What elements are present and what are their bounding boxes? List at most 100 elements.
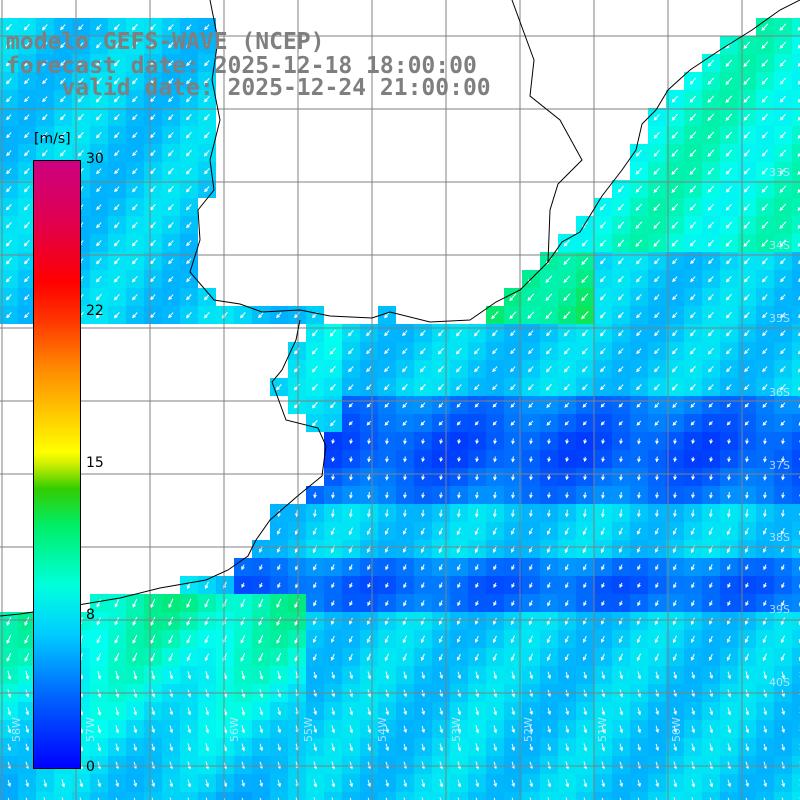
wind-speed-cell — [342, 792, 360, 800]
wind-arrow — [691, 438, 695, 445]
wind-arrow — [149, 23, 156, 31]
wind-arrow — [367, 474, 371, 481]
wind-arrow — [619, 474, 623, 481]
wind-arrow — [545, 311, 553, 320]
wind-arrow — [725, 131, 733, 139]
wind-arrow — [6, 186, 12, 193]
wind-arrow — [419, 383, 426, 391]
wind-arrow — [655, 707, 660, 716]
wind-arrow — [529, 509, 533, 518]
wind-arrow — [761, 77, 769, 85]
wind-arrow — [779, 203, 787, 211]
wind-arrow — [349, 474, 353, 481]
wind-speed-cell — [792, 792, 800, 800]
wind-arrow — [258, 312, 264, 319]
wind-arrow — [204, 186, 210, 193]
wind-arrow — [617, 275, 624, 283]
wind-arrow — [511, 582, 515, 589]
wind-arrow — [511, 492, 515, 499]
wind-arrow — [5, 257, 12, 265]
wind-arrow — [24, 78, 30, 85]
wind-arrow — [259, 743, 264, 752]
wind-arrow — [600, 527, 605, 536]
wind-arrow — [169, 671, 174, 680]
wind-arrow — [672, 635, 677, 644]
wind-arrow — [709, 456, 713, 463]
wind-arrow — [600, 617, 605, 625]
wind-arrow — [691, 761, 696, 770]
wind-arrow — [7, 779, 12, 788]
wind-arrow — [403, 564, 407, 571]
wind-arrow — [367, 671, 372, 680]
wind-arrow — [708, 420, 713, 426]
wind-arrow — [691, 474, 695, 481]
wind-arrow — [439, 474, 443, 481]
wind-arrow — [763, 707, 768, 716]
wind-arrow — [475, 761, 480, 770]
wind-arrow — [545, 383, 552, 391]
wind-arrow — [6, 150, 12, 157]
wind-arrow — [691, 600, 695, 607]
wind-arrow — [258, 652, 264, 662]
wind-arrow — [763, 743, 768, 752]
wind-arrow — [709, 474, 713, 481]
wind-arrow — [95, 113, 102, 121]
wind-arrow — [492, 653, 497, 662]
wind-arrow — [725, 77, 733, 85]
wind-arrow — [636, 294, 642, 301]
wind-arrow — [671, 131, 679, 139]
wind-arrow — [168, 312, 174, 319]
wind-arrow — [708, 509, 713, 518]
wind-arrow — [349, 707, 354, 716]
wind-arrow — [493, 564, 497, 571]
wind-arrow — [779, 41, 787, 49]
wind-arrow — [187, 707, 192, 716]
wind-speed-cell — [720, 792, 738, 800]
wind-arrow — [185, 312, 192, 319]
wind-arrow — [689, 113, 697, 121]
wind-arrow — [150, 132, 156, 139]
wind-speed-cell — [666, 792, 684, 800]
wind-arrow — [403, 743, 408, 752]
wind-speed-cell — [792, 162, 800, 180]
wind-arrow — [313, 509, 317, 518]
wind-arrow — [25, 725, 30, 734]
wind-arrow — [581, 366, 588, 373]
wind-arrow — [203, 168, 210, 175]
wind-arrow — [113, 293, 120, 301]
wind-arrow — [546, 330, 552, 337]
wind-arrow — [725, 293, 732, 301]
wind-arrow — [331, 456, 335, 463]
wind-arrow — [23, 42, 30, 49]
lon-label: 53W — [450, 717, 463, 742]
wind-arrow — [24, 652, 30, 662]
wind-arrow — [781, 509, 785, 518]
wind-arrow — [743, 293, 750, 301]
wind-arrow — [619, 707, 624, 716]
wind-arrow — [204, 581, 209, 590]
wind-arrow — [528, 366, 534, 373]
wind-arrow — [439, 492, 443, 499]
wind-arrow — [493, 582, 497, 588]
wind-arrow — [474, 366, 480, 373]
wind-arrow — [617, 203, 625, 211]
wind-arrow — [6, 96, 12, 103]
wind-speed-cell — [198, 792, 216, 800]
wind-arrow — [348, 402, 354, 408]
wind-arrow — [456, 635, 461, 643]
wind-speed-cell — [792, 540, 800, 558]
wind-arrow — [131, 78, 138, 85]
wind-arrow — [709, 600, 713, 607]
wind-arrow — [419, 365, 426, 373]
wind-arrow — [132, 634, 138, 644]
wind-arrow — [205, 707, 210, 716]
wind-arrow — [745, 600, 749, 607]
wind-arrow — [96, 240, 102, 247]
wind-arrow — [95, 77, 102, 85]
wind-arrow — [5, 78, 12, 85]
wind-arrow — [385, 797, 388, 800]
wind-arrow — [6, 312, 12, 319]
wind-arrow — [438, 527, 443, 536]
wind-arrow — [475, 743, 480, 752]
wind-arrow — [618, 420, 624, 426]
